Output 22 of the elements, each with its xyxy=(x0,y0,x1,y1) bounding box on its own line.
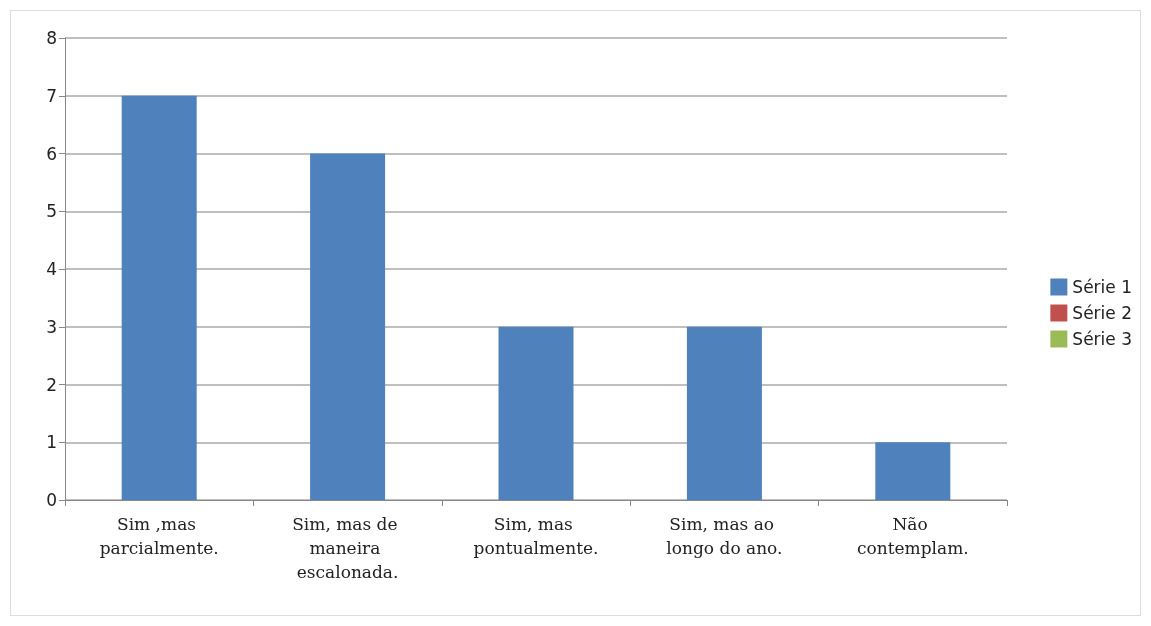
legend-label: Série 3 xyxy=(1072,329,1133,349)
y-tick-label: 7 xyxy=(46,85,57,106)
bar xyxy=(121,95,197,500)
y-tick-label: 2 xyxy=(46,374,57,395)
y-tick-label: 0 xyxy=(46,490,57,510)
y-tick-label: 3 xyxy=(46,316,57,337)
legend-label: Série 2 xyxy=(1072,303,1133,323)
x-tick-label: Sim, mas de maneira escalonada. xyxy=(292,514,403,582)
y-tick-label: 8 xyxy=(46,28,57,48)
bar xyxy=(310,153,386,500)
x-tick-label: Sim, mas pontualmente. xyxy=(473,514,599,558)
bar xyxy=(686,326,762,500)
y-tick-label: 5 xyxy=(46,201,57,222)
y-tick-label: 6 xyxy=(46,143,57,164)
bar xyxy=(875,442,951,500)
x-tick-label: Sim, mas ao longo do ano. xyxy=(666,514,783,558)
x-tick-label: Sim ,mas parcialmente. xyxy=(99,514,219,558)
legend-label: Série 1 xyxy=(1072,277,1133,297)
y-tick-label: 4 xyxy=(46,259,57,279)
x-tick-label: Não contemplam. xyxy=(856,514,969,558)
y-tick-label: 1 xyxy=(46,432,57,453)
bar xyxy=(498,326,574,500)
